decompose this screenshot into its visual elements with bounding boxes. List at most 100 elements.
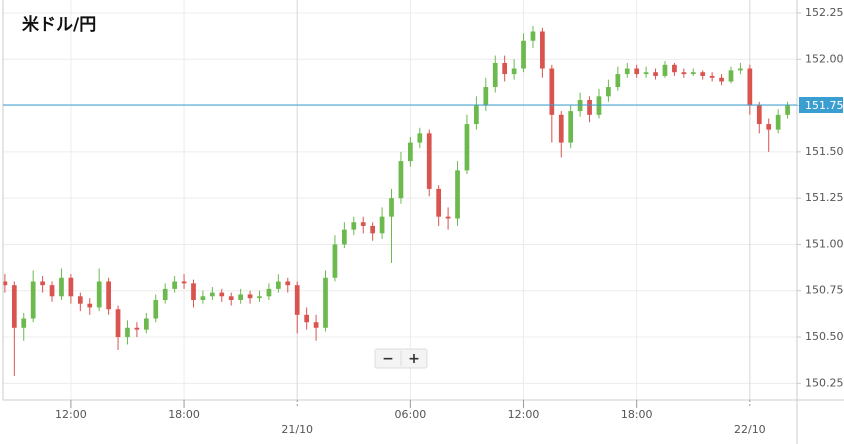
candle-body [568,111,574,143]
candle-body [209,292,215,297]
candle-body [634,68,640,75]
candle-body [596,96,602,115]
x-tick-label: 12:00 [55,408,87,421]
y-tick-label: 150.750 [805,284,844,297]
zoom-controls: − + [374,348,428,369]
candle-body [125,327,130,338]
candle-body [672,64,677,73]
x-tick-label: 18:00 [621,408,653,421]
candle-body [775,114,781,130]
candle-body [511,68,517,75]
candle-body [275,281,281,289]
candle-body [662,64,668,76]
candle-body [11,285,17,328]
candle-body [2,281,8,286]
zoom-out[interactable]: − [382,351,394,367]
candle-body [756,105,762,125]
candle-body [342,229,347,245]
candle-body [266,288,272,297]
candle-body [49,285,55,297]
y-tick-label: 151.250 [805,191,844,204]
candle-body [219,292,225,297]
y-tick-label: 152.250 [805,6,844,19]
candle-body [464,124,470,171]
candle-body [200,296,206,300]
candle-body [417,133,423,143]
candle-body [606,87,611,97]
y-tick-label: 152.000 [805,52,844,65]
candle-body [587,100,592,115]
candle-body [577,100,583,112]
x-tick-label: 12:00 [508,408,540,421]
candle-body [304,314,310,323]
candle-body [360,222,366,226]
candle-body [700,72,706,76]
x-tick-label: 18:00 [168,408,200,421]
candle-body [502,62,508,75]
candle-body [436,188,442,217]
candle-body [398,161,404,199]
candle-body [558,114,564,143]
candle-body [134,327,140,330]
current-price-box [799,97,843,113]
candle-body [40,281,45,286]
zoom-in[interactable]: + [408,351,420,367]
candle-body [766,124,772,130]
candle-body [143,318,149,330]
candle-body [530,31,536,41]
candle-body [785,105,790,115]
candle-body [709,75,715,78]
candle-body [59,277,64,297]
candle-body [690,72,696,75]
candle-body [426,133,432,189]
candle-body [323,277,328,328]
candle-body [351,222,357,230]
y-tick-label: 150.500 [805,330,844,343]
chart-title: 米ドル/円 [22,14,96,35]
candle-body [492,62,498,88]
candle-body [68,277,74,297]
candle-body [191,283,196,300]
candle-body [21,318,27,328]
candle-body [313,322,319,328]
x-tick-label: 21/10 [281,423,313,436]
candle-body [285,281,291,286]
candle-body [681,72,687,75]
current-price-label: 151.753 [805,99,844,112]
candle-body [106,281,111,310]
candle-body [615,74,621,88]
y-tick-label: 150.250 [805,376,844,389]
candle-body [445,216,451,219]
candle-body [653,72,658,76]
candle-body [162,288,168,300]
candle-body [96,281,102,308]
candle-body [77,296,83,304]
y-tick-label: 151.000 [805,237,844,250]
candle-body [30,281,36,319]
candle-body [228,296,234,300]
candle-body [540,31,545,69]
candle-body [719,77,724,82]
candle-body [379,216,385,234]
x-tick-label: 06:00 [395,408,427,421]
candle-body [624,68,630,75]
candle-body [747,68,753,106]
candle-body [455,170,460,219]
candle-body [728,70,734,82]
x-tick-label: 22/10 [734,423,766,436]
candle-body [87,303,93,308]
candle-body [389,198,394,217]
candle-body [643,72,649,75]
candle-body [294,285,300,315]
y-tick-label: 151.500 [805,145,844,158]
candles [2,25,790,376]
candle-body [115,309,121,338]
candle-body [153,300,159,319]
candle-body [247,294,253,299]
candle-body [172,281,177,289]
candle-body [408,142,413,162]
candle-body [483,87,489,106]
candle-body [521,40,526,69]
